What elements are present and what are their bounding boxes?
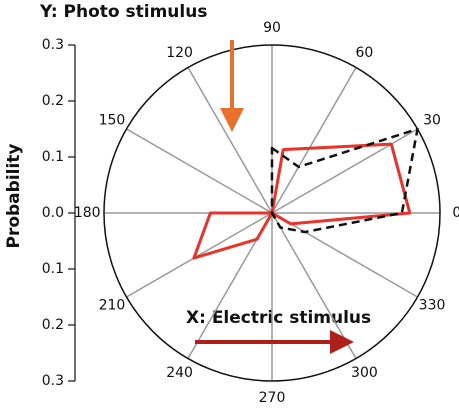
angle-label: 150 xyxy=(99,113,126,129)
annotation: X: Electric stimulus xyxy=(186,308,371,328)
y-tick-label: 0.2 xyxy=(42,317,64,333)
y-tick-label: 0.0 xyxy=(42,205,64,221)
spoke xyxy=(187,67,273,214)
y-axis-label: Probability xyxy=(4,143,24,248)
angle-label: 330 xyxy=(419,297,446,313)
angle-label: 210 xyxy=(99,297,126,313)
spoke xyxy=(271,67,357,214)
spoke xyxy=(271,212,418,298)
angle-label: 0 xyxy=(452,205,459,221)
angle-label: 180 xyxy=(74,205,101,221)
y-tick-label: 0.1 xyxy=(42,149,64,165)
angle-label: 270 xyxy=(259,390,286,406)
angle-label: 60 xyxy=(355,45,373,61)
angle-label: 30 xyxy=(423,113,441,129)
spoke xyxy=(271,212,357,359)
angle-label: 90 xyxy=(263,20,281,36)
annotation: Y: Photo stimulus xyxy=(39,2,207,22)
spoke xyxy=(126,128,273,214)
y-tick-label: 0.3 xyxy=(42,373,64,389)
outer-circle xyxy=(103,44,441,382)
series-line xyxy=(192,142,412,260)
series-line xyxy=(270,127,419,234)
angle-label: 300 xyxy=(351,365,378,381)
y-tick-label: 0.2 xyxy=(42,93,64,109)
y-tick-label: 0.3 xyxy=(42,37,64,53)
angle-label: 240 xyxy=(166,365,193,381)
spoke xyxy=(271,128,418,214)
y-tick-label: 0.1 xyxy=(42,261,64,277)
angle-label: 120 xyxy=(166,45,193,61)
